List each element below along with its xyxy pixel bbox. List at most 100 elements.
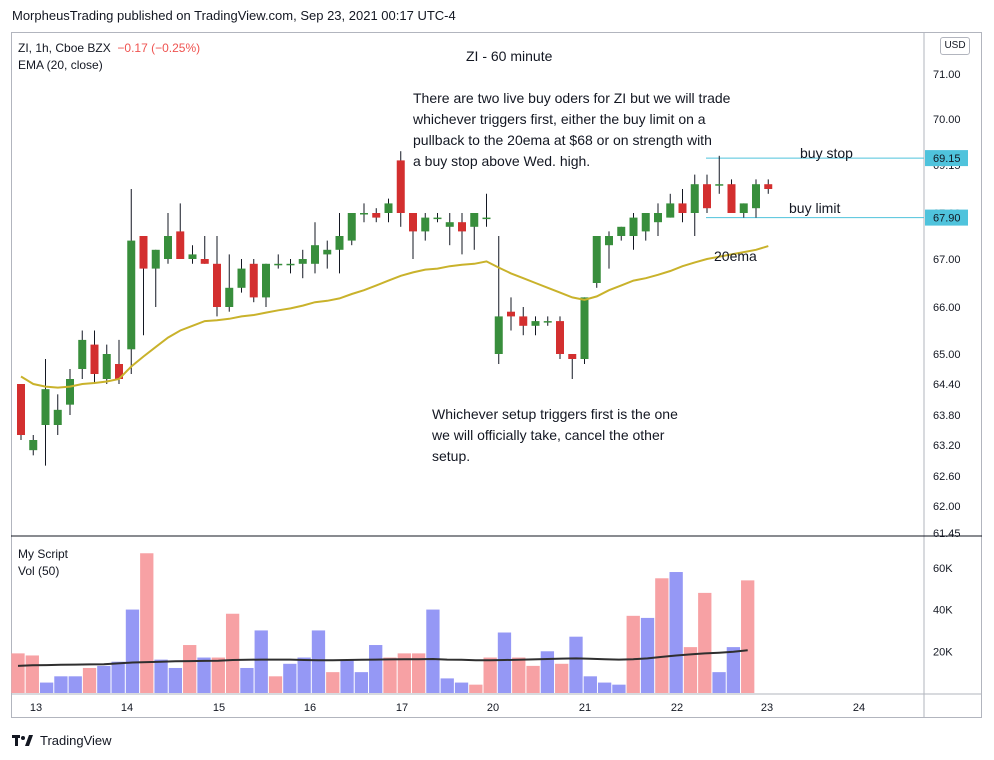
candle-body bbox=[580, 297, 589, 359]
candle-body bbox=[617, 226, 626, 236]
annotation-note-top: There are two live buy oders for ZI but … bbox=[413, 88, 730, 172]
script-label[interactable]: My Script bbox=[18, 547, 69, 561]
candle-body bbox=[605, 236, 613, 246]
volume-bar bbox=[597, 682, 612, 693]
note-bottom-line: we will officially take, cancel the othe… bbox=[432, 427, 665, 443]
volume-bar bbox=[154, 659, 168, 693]
candle-body bbox=[752, 184, 760, 209]
volume-bar bbox=[655, 578, 669, 693]
candle-body bbox=[347, 213, 356, 241]
note-bottom-line: Whichever setup triggers first is the on… bbox=[432, 406, 678, 422]
candle-body bbox=[311, 245, 319, 264]
volume-bar bbox=[111, 661, 125, 693]
buy-stop-badge bbox=[925, 150, 968, 167]
candle-body bbox=[164, 236, 172, 259]
candle-body bbox=[433, 217, 442, 220]
volume-bar bbox=[583, 676, 597, 693]
candle-body bbox=[715, 184, 724, 186]
note-bottom-line: setup. bbox=[432, 448, 471, 464]
candle-body bbox=[298, 259, 307, 264]
volume-bar bbox=[397, 653, 411, 693]
volume-bar bbox=[125, 609, 140, 693]
candle-body bbox=[629, 217, 638, 236]
volume-bar bbox=[197, 657, 211, 693]
tradingview-logo[interactable]: TradingView bbox=[12, 733, 112, 748]
volume-bar bbox=[683, 647, 698, 693]
volume-bar bbox=[698, 592, 712, 693]
candle-body bbox=[666, 203, 675, 218]
candle-body bbox=[188, 254, 197, 259]
candle-body bbox=[690, 184, 699, 213]
note-top-line: whichever triggers first, either the buy… bbox=[413, 111, 706, 127]
candle-body bbox=[286, 263, 295, 266]
volume-bar bbox=[569, 636, 583, 693]
candle-body bbox=[249, 263, 258, 298]
volume-bar bbox=[97, 665, 111, 693]
candle-body bbox=[115, 364, 123, 379]
buy-limit-badge-text: 67.90 bbox=[933, 213, 961, 225]
indicator-label[interactable]: EMA (20, close) bbox=[18, 58, 103, 72]
x-tick-label: 20 bbox=[487, 702, 499, 714]
candle-body bbox=[225, 287, 234, 307]
candle-body bbox=[139, 236, 148, 269]
volume-bar bbox=[311, 630, 326, 693]
candle-body bbox=[507, 311, 515, 317]
candle-body bbox=[470, 213, 479, 227]
buy-stop-label: buy stop bbox=[800, 145, 853, 161]
volume-bar bbox=[426, 609, 440, 693]
volume-bar bbox=[326, 672, 340, 693]
note-top-line: a buy stop above Wed. high. bbox=[413, 153, 591, 169]
volume-bar bbox=[183, 645, 197, 693]
volume-bar bbox=[211, 657, 225, 693]
buy-limit-badge bbox=[925, 209, 968, 226]
y-tick-label: 65.00 bbox=[933, 349, 961, 361]
y-tick-label: 66.00 bbox=[933, 302, 961, 314]
candle-body bbox=[764, 184, 773, 189]
candle-body bbox=[53, 409, 62, 425]
chart-frame bbox=[11, 32, 982, 718]
volume-bar bbox=[612, 684, 626, 693]
candle-body bbox=[494, 316, 503, 354]
candle-body bbox=[360, 213, 368, 215]
chart-legend: ZI, 1h, Cboe BZX −0.17 (−0.25%) EMA (20,… bbox=[18, 40, 200, 74]
volume-bar bbox=[39, 682, 54, 693]
candle-body bbox=[66, 379, 74, 405]
tradingview-brand: TradingView bbox=[40, 733, 112, 748]
volume-bar bbox=[369, 645, 383, 693]
volume-bar bbox=[483, 657, 497, 693]
y-tick-label: 61.45 bbox=[933, 528, 961, 540]
volume-bar bbox=[497, 632, 512, 693]
volume-bar bbox=[54, 676, 68, 693]
volume-bar bbox=[225, 613, 240, 693]
candle-body bbox=[568, 354, 577, 359]
volume-bar bbox=[254, 630, 268, 693]
currency-button[interactable]: USD bbox=[940, 37, 970, 55]
symbol-label[interactable]: ZI, 1h, Cboe BZX bbox=[18, 41, 111, 55]
vol-tick-label: 60K bbox=[933, 563, 953, 575]
candle-body bbox=[739, 203, 748, 213]
candle-body bbox=[482, 217, 491, 220]
y-tick-label: 62.60 bbox=[933, 471, 961, 483]
volume-bar bbox=[626, 615, 640, 693]
volume-bar bbox=[469, 684, 483, 693]
candle-body bbox=[654, 213, 662, 223]
x-tick-label: 14 bbox=[121, 702, 133, 714]
x-tick-label: 15 bbox=[213, 702, 225, 714]
y-tick-label: 64.40 bbox=[933, 379, 961, 391]
volume-bar bbox=[168, 667, 183, 693]
volume-bar bbox=[454, 682, 469, 693]
volume-bar bbox=[440, 678, 454, 693]
candle-body bbox=[90, 344, 99, 374]
volume-legend: My Script Vol (50) bbox=[18, 546, 68, 580]
vol-tick-label: 40K bbox=[933, 605, 953, 617]
candle-body bbox=[262, 263, 270, 298]
volume-bar bbox=[25, 655, 39, 693]
tradingview-logo-icon bbox=[12, 734, 33, 746]
publish-header: MorpheusTrading published on TradingView… bbox=[0, 0, 994, 32]
candle-body bbox=[703, 184, 711, 209]
candle-body bbox=[727, 184, 736, 213]
volume-bar bbox=[240, 667, 254, 693]
vol-label[interactable]: Vol (50) bbox=[18, 564, 60, 578]
vol-tick-label: 20K bbox=[933, 646, 953, 658]
